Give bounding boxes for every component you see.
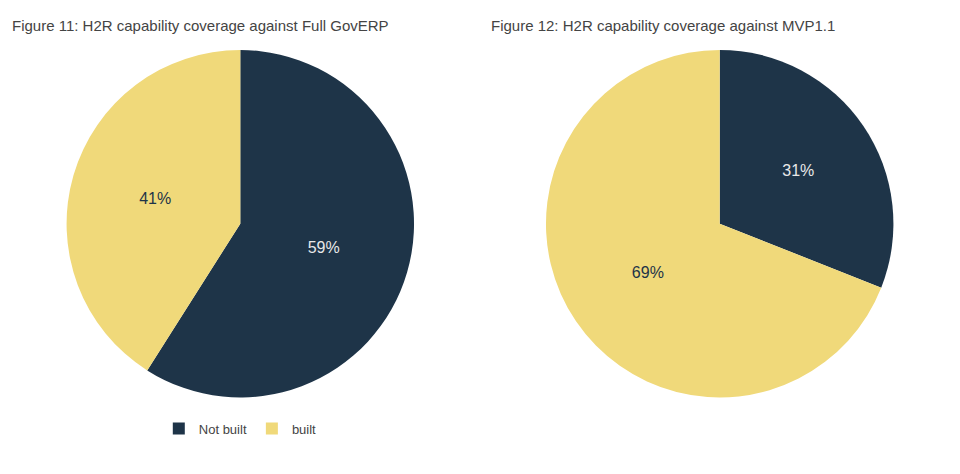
svg-text:Not built: Not built	[199, 422, 247, 437]
svg-text:59%: 59%	[308, 239, 340, 256]
svg-text:Figure 12: H2R capability cove: Figure 12: H2R capability coverage again…	[491, 17, 835, 34]
svg-text:31%: 31%	[782, 162, 814, 179]
svg-text:built: built	[292, 422, 316, 437]
svg-text:Figure 11: H2R capability cove: Figure 11: H2R capability coverage again…	[12, 17, 389, 34]
svg-text:41%: 41%	[139, 190, 171, 207]
svg-text:69%: 69%	[632, 264, 664, 281]
